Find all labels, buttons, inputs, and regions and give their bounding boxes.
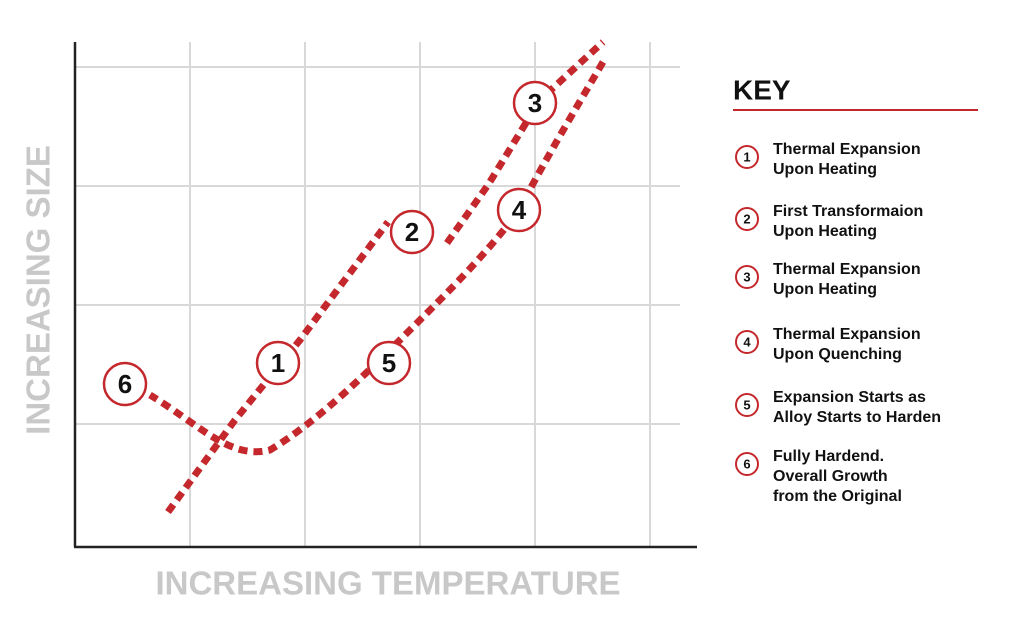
marker-circle [512, 80, 558, 126]
key-label: Overall Growth [773, 468, 888, 485]
key-number: 5 [743, 398, 750, 413]
key-label: Thermal Expansion [773, 326, 921, 343]
key-circle [735, 145, 759, 169]
marker-number: 4 [512, 195, 527, 225]
heating-curve [444, 39, 606, 246]
key-circle [735, 265, 759, 289]
key-number: 4 [743, 335, 751, 350]
key-label: Thermal Expansion [773, 141, 921, 158]
key-title: KEY [733, 75, 791, 106]
key-circle [735, 330, 759, 354]
key-label: Upon Heating [773, 161, 877, 178]
key-circle [735, 207, 759, 231]
key-label: First Transformaion [773, 203, 923, 220]
key-number: 3 [743, 270, 750, 285]
marker-circle [366, 340, 412, 386]
marker-circle [255, 340, 301, 386]
grid [75, 42, 680, 547]
key-label: Upon Heating [773, 281, 877, 298]
marker-number: 6 [118, 369, 132, 399]
cooling-curve [148, 60, 607, 456]
marker-circle [102, 361, 148, 407]
y-axis-label: INCREASING SIZE [20, 145, 57, 435]
key-label: Expansion Starts as [773, 389, 926, 406]
key-label: Alloy Starts to Harden [773, 409, 941, 426]
key-label: Thermal Expansion [773, 261, 921, 278]
x-axis-label: INCREASING TEMPERATURE [155, 565, 620, 602]
marker-number: 1 [271, 348, 285, 378]
marker-circle [496, 187, 542, 233]
key-number: 2 [743, 212, 750, 227]
marker-number: 5 [382, 348, 396, 378]
key-label: Upon Heating [773, 223, 877, 240]
key-label: Upon Quenching [773, 346, 902, 363]
key-number: 6 [743, 457, 750, 472]
marker-number: 2 [405, 217, 419, 247]
key-circle [735, 452, 759, 476]
marker-number: 3 [528, 88, 542, 118]
key-label: Fully Hardend. [773, 448, 884, 465]
marker-circle [389, 209, 435, 255]
key-circle [735, 393, 759, 417]
key-label: from the Original [773, 488, 902, 505]
key-number: 1 [743, 150, 750, 165]
